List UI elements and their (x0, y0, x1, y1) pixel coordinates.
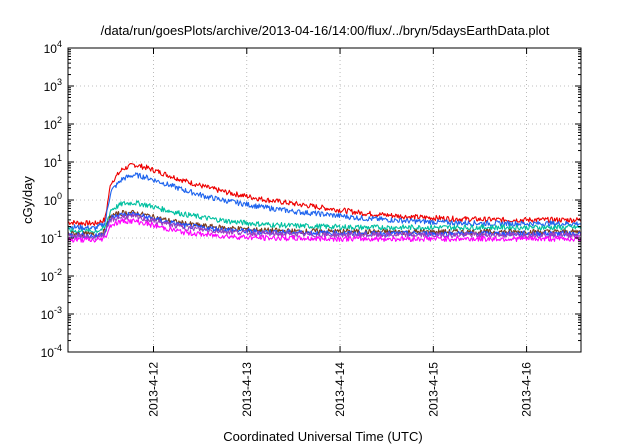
series-line-7 (67, 218, 582, 243)
x-tick-label: 2013-4-14 (333, 362, 347, 417)
plot-frame (67, 47, 582, 353)
y-tick-label: 10-4 (41, 343, 62, 360)
series-lines (67, 163, 582, 243)
x-tick-label: 2013-4-15 (426, 362, 440, 417)
x-tick-label: 2013-4-16 (520, 362, 534, 417)
axes (67, 47, 582, 353)
series-line-2 (67, 172, 582, 231)
y-tick-label: 100 (44, 191, 62, 208)
grid (68, 48, 581, 352)
y-tick-label: 101 (44, 153, 62, 170)
x-tick-label: 2013-4-12 (147, 362, 161, 417)
y-tick-label: 104 (44, 39, 62, 56)
chart-title: /data/run/goesPlots/archive/2013-04-16/1… (101, 23, 550, 38)
series-line-3 (67, 200, 582, 234)
x-tick-labels: 2013-4-12 2013-4-13 2013-4-14 2013-4-15 2013… (147, 362, 534, 417)
y-tick-label: 102 (44, 115, 62, 132)
y-tick-label: 10-2 (41, 267, 62, 284)
y-tick-label: 10-1 (41, 229, 62, 246)
y-axis-label: cGy/day (20, 176, 35, 224)
y-tick-label: 103 (44, 77, 62, 94)
x-tick-label: 2013-4-13 (240, 362, 254, 417)
series-line-1 (67, 163, 582, 227)
y-tick-label: 10-3 (41, 305, 62, 322)
x-axis-label: Coordinated Universal Time (UTC) (223, 429, 422, 444)
y-tick-labels: 104 103 102 101 100 10-1 10-2 10-3 10-4 (41, 39, 62, 360)
